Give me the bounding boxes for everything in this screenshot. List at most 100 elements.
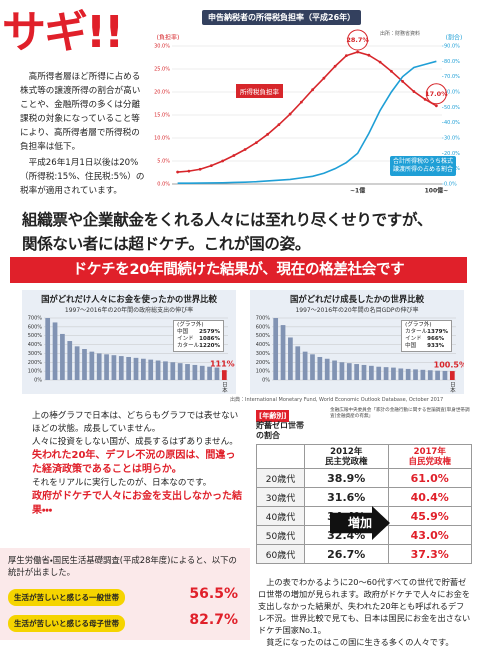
survey-value: 56.5%: [189, 586, 238, 602]
savings-table: 2012年 民主党政権 2017年 自民党政権 20歳代 38.9% 61.0% 30歳代…: [256, 444, 472, 564]
bar: [89, 351, 95, 380]
bar: [118, 356, 124, 380]
cell-age: 30歳代: [256, 487, 305, 507]
cell-age: 60歳代: [256, 544, 305, 564]
bar: [442, 370, 448, 380]
point: [311, 88, 315, 92]
bar: [199, 365, 205, 380]
legend-title: (グラフ外): [405, 322, 432, 328]
chart-source: 出所：財務省資料: [379, 31, 420, 37]
chart-subtitle: 1997〜2016年の20年間の政府総支出の伸び率: [64, 307, 194, 314]
party: 自民党政権: [408, 456, 451, 467]
chart-title: 国がどれだけ人々にお金を使ったかの世界比較: [41, 294, 217, 304]
point: [423, 97, 427, 101]
col-header: 2017年 自民党政権: [387, 444, 472, 469]
spending-panel: 国がどれだけ人々にお金を使ったかの世界比較 1997〜2016年の20年間の政府…: [22, 290, 236, 394]
survey-box: 厚生労働省・国民生活基礎調査(平成28年度)によると、以下の統計が出ました。 生…: [0, 548, 250, 640]
point: [243, 148, 247, 151]
legend-row: 中国 2579%: [177, 329, 220, 336]
point: [232, 154, 236, 157]
bar: [273, 318, 279, 380]
paragraph: 上の表でわかるように20〜60代すべての世代で貯蓄ゼロ世帯の増加が見られます。政…: [258, 577, 471, 635]
bar: [317, 356, 323, 380]
bar: [133, 357, 139, 380]
point: [389, 69, 393, 73]
body-left: 上の棒グラフで日本は、どちらもグラフでは表せないほどの状態。成長していません。 …: [32, 410, 244, 518]
legend-row: インド 966%: [405, 336, 448, 343]
y-tick-label: 100%: [28, 369, 43, 375]
year: 2017年: [413, 446, 446, 457]
series-line: [177, 60, 437, 185]
survey-intro: 厚生労働省・国民生活基礎調査(平成28年度)によると、以下の統計が出ました。: [8, 555, 237, 577]
bar: [207, 366, 212, 380]
cell-age: 40歳代: [256, 506, 305, 526]
y2-tick-label: 40.0%: [444, 120, 460, 126]
bar: [177, 363, 183, 380]
bar: [324, 358, 330, 380]
year: 2012年: [330, 446, 363, 457]
survey-label: 生活が苦しいと感じる母子世帯: [8, 615, 125, 632]
paragraph: 貧乏になったのはこの国に生きる多くの人々です。: [266, 637, 454, 647]
emphasis: 政府がドケチで人々にお金を支出しなかった結果・・・: [32, 491, 242, 516]
bar: [185, 364, 190, 380]
survey-value: 82.7%: [189, 612, 238, 628]
bar: [141, 358, 146, 380]
gdp-panel: 国がどれだけ成長したかの世界比較 1997〜2016年の20年間の名目GDPの伸…: [250, 290, 464, 394]
point: [367, 53, 371, 57]
bar: [398, 368, 404, 380]
y-tick-label: 0.0%: [157, 182, 170, 188]
bar: [163, 361, 168, 380]
bar: [221, 370, 227, 380]
legend-value: 1220%: [199, 343, 220, 349]
legend-country: カタール: [177, 343, 200, 349]
cell-value: 31.6%: [304, 487, 389, 507]
bar: [104, 354, 109, 380]
axis-label: (割合): [446, 34, 463, 42]
bar: [155, 360, 161, 380]
legend-value: 2579%: [199, 329, 220, 335]
y-tick-label: 15.0%: [154, 113, 170, 119]
point: [288, 112, 292, 116]
point: [266, 132, 270, 136]
bar: [310, 354, 315, 380]
data-label: 17.0%: [425, 90, 448, 98]
cell-value: 40.4%: [387, 487, 472, 507]
label-bubble: [425, 83, 447, 105]
bar: [214, 367, 220, 380]
axis-label: (負担率): [157, 34, 180, 42]
point: [378, 60, 382, 64]
bar: [126, 356, 131, 380]
intro-paragraph: 平成26年1月1日以後は20%（所得税:15%、住民税:5%）の税率が適用されて…: [20, 158, 145, 196]
data-label: 100.5%: [434, 361, 464, 370]
x-tick-label: 日本: [449, 381, 456, 394]
bar: [369, 365, 374, 380]
table-row: 30歳代 31.6% 40.4%: [256, 487, 472, 507]
paragraph: 人々に投資をしない国が、成長するはずありません。: [32, 437, 238, 447]
bar: [302, 351, 308, 380]
bar: [405, 368, 411, 380]
headline-line: 関係ない者には超ドケチ。これが国の姿。: [22, 235, 311, 253]
corner: [256, 444, 305, 469]
legend-row: 中国 933%: [405, 343, 448, 350]
bar: [413, 369, 418, 380]
tax-chart: (負担率) (割合) 0.0% 5.0% 10.0% 15.0% 20.0% 25.0% 30.…: [150, 6, 474, 202]
y2-tick-label: 80.0%: [444, 59, 460, 65]
point: [277, 123, 281, 127]
bar: [82, 349, 87, 380]
point: [198, 167, 202, 171]
chart-title: 国がどれだけ成長したかの世界比較: [290, 294, 424, 304]
point: [176, 170, 180, 174]
y-tick-label: 0%: [34, 378, 42, 384]
y-tick-label: 300%: [28, 351, 43, 357]
tax-chart-svg: (負担率) (割合) 0.0% 5.0% 10.0% 15.0% 20.0% 25.0% 30.…: [154, 29, 463, 195]
y-tick-label: 600%: [256, 324, 271, 330]
chart-subtitle: 1997〜2016年の20年間の名目GDPの伸び率: [295, 307, 419, 314]
y-tick-label: 500%: [256, 333, 271, 339]
point: [412, 90, 416, 93]
header-row: 2012年 民主党政権 2017年 自民党政権: [256, 444, 472, 469]
table-source: 金融広報中央委員会「家計の金融行動に関する世論調査[単身世帯調査]金融資産の有無…: [330, 408, 470, 419]
point: [434, 104, 438, 108]
cell-age: 20歳代: [256, 468, 305, 488]
emphasis: 失われた20年、デフレ不況の原因は、間違った経済政策であることは明らか。: [32, 450, 236, 475]
paragraph: 上の棒グラフで日本は、どちらもグラフでは表せないほどの状態。成長していません。: [32, 411, 239, 434]
